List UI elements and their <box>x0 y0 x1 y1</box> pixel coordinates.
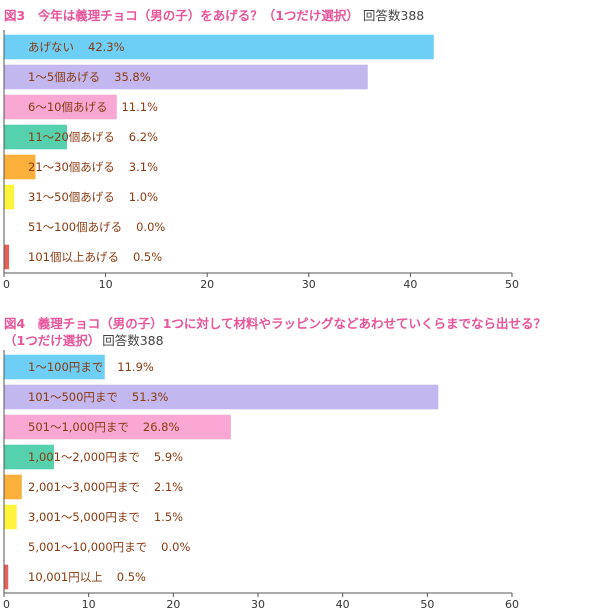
chart1-category-0: あげない <box>28 40 74 54</box>
chart2-bar-0 <box>4 354 105 380</box>
chart1-bar-label-3: 11～20個あげる 6.2% <box>28 130 158 144</box>
chart2-category-1: 101～500円まで <box>28 390 118 404</box>
chart2-value-label-1: 51.3% <box>132 390 169 404</box>
chart2-value-label-4: 2.1% <box>154 480 183 494</box>
chart2-tick-label-5: 50 <box>420 598 434 610</box>
chart1-bar-0 <box>4 34 434 60</box>
chart2-value-label-6: 0.0% <box>161 540 190 554</box>
chart2-bar-label-7: 10,001円以上 0.5% <box>28 570 146 584</box>
chart1-category-5: 31～50個あげる <box>28 190 115 204</box>
chart1-value-label-0: 42.3% <box>88 40 125 54</box>
chart1-category-7: 101個以上あげる <box>28 250 119 264</box>
chart2-tick-label-4: 40 <box>336 598 350 610</box>
chart1-bar-label-5: 31～50個あげる 1.0% <box>28 190 158 204</box>
chart2-value-label-5: 1.5% <box>154 510 183 524</box>
chart1-value-label-3: 6.2% <box>129 130 158 144</box>
chart1-tick-label-1: 10 <box>99 278 113 291</box>
chart2-title-line1: 図4 義理チョコ（男の子）1つに対して材料やラッピングなどあわせていくらまでなら… <box>4 316 546 331</box>
chart2-bar-1 <box>4 384 439 410</box>
chart1-bar-label-1: 1～5個あげる 35.8% <box>28 70 151 84</box>
chart2-bar-label-3: 1,001～2,000円まで 5.9% <box>28 450 183 464</box>
chart1-bar-3 <box>4 124 67 150</box>
chart1-category-1: 1～5個あげる <box>28 70 100 84</box>
chart1-value-label-1: 35.8% <box>114 70 151 84</box>
chart2-bar-label-6: 5,001～10,000円まで 0.0% <box>28 540 190 554</box>
chart2-category-0: 1～100円まで <box>28 360 103 374</box>
chart1-bar-1 <box>4 64 368 90</box>
chart2-bar-3 <box>4 444 54 470</box>
chart1-bar-5 <box>4 184 15 210</box>
chart1-bar-label-4: 21～30個あげる 3.1% <box>28 160 158 174</box>
chart2-plot: 1～100円まで 11.9% 101～500円まで 51.3% 501～1,000円まで… <box>3 350 519 610</box>
chart2-bar-5 <box>4 504 17 530</box>
chart1-bar-label-2: 6～10個あげる 11.1% <box>28 100 158 114</box>
chart2-category-7: 10,001円以上 <box>28 570 103 584</box>
chart2-value-label-7: 0.5% <box>117 570 146 584</box>
chart1-tick-label-2: 20 <box>200 278 214 291</box>
chart2-category-3: 1,001～2,000円まで <box>28 450 140 464</box>
chart1-value-label-2: 11.1% <box>121 100 158 114</box>
chart2-response-count: 回答数388 <box>102 333 163 348</box>
chart1-bar-7 <box>4 244 10 270</box>
chart2-tick-label-3: 30 <box>251 598 265 610</box>
chart2-bar-2 <box>4 414 231 440</box>
chart1-value-label-5: 1.0% <box>129 190 158 204</box>
chart1-plot: あげない 42.3% 1～5個あげる 35.8% 6～10個あげる 11.1% 11～20個… <box>3 30 519 291</box>
chart1-bar-label-6: 51～100個あげる 0.0% <box>28 220 165 234</box>
chart1-category-3: 11～20個あげる <box>28 130 115 144</box>
chart2-value-label-0: 11.9% <box>117 360 154 374</box>
chart2-bar-label-0: 1～100円まで 11.9% <box>28 360 154 374</box>
chart2-tick-label-0: 0 <box>3 598 10 610</box>
chart2-value-label-3: 5.9% <box>154 450 183 464</box>
chart2-bar-label-4: 2,001～3,000円まで 2.1% <box>28 480 183 494</box>
chart2-value-label-2: 26.8% <box>143 420 180 434</box>
chart1-value-label-7: 0.5% <box>133 250 162 264</box>
chart2-bar-label-2: 501～1,000円まで 26.8% <box>28 420 179 434</box>
chart2-category-4: 2,001～3,000円まで <box>28 480 140 494</box>
chart2-tick-label-1: 10 <box>82 598 96 610</box>
chart2-category-2: 501～1,000円まで <box>28 420 129 434</box>
chart2-bar-4 <box>4 474 22 500</box>
chart2-category-6: 5,001～10,000円まで <box>28 540 147 554</box>
chart1-category-2: 6～10個あげる <box>28 100 107 114</box>
chart1-title-text: 図3 今年は義理チョコ（男の子）をあげる？（1つだけ選択） <box>4 8 359 23</box>
chart1-tick-label-5: 50 <box>505 278 519 291</box>
chart1-bar-label-7: 101個以上あげる 0.5% <box>28 250 162 264</box>
chart2-bar-label-5: 3,001～5,000円まで 1.5% <box>28 510 183 524</box>
chart1-value-label-6: 0.0% <box>136 220 165 234</box>
chart1-response-count: 回答数388 <box>363 8 424 23</box>
chart1-tick-label-4: 40 <box>403 278 417 291</box>
chart2-tick-label-2: 20 <box>166 598 180 610</box>
chart1-bar-label-0: あげない 42.3% <box>28 40 125 54</box>
chart1-tick-label-0: 0 <box>3 278 10 291</box>
chart1-value-label-4: 3.1% <box>129 160 158 174</box>
chart1-tick-label-3: 30 <box>302 278 316 291</box>
chart1-category-4: 21～30個あげる <box>28 160 115 174</box>
chart1-title: 図3 今年は義理チョコ（男の子）をあげる？（1つだけ選択） 回答数388 <box>4 8 424 23</box>
chart2-tick-label-6: 60 <box>505 598 519 610</box>
chart2-title-line2: （1つだけ選択） 回答数388 <box>4 333 164 348</box>
chart1-bar-2 <box>4 94 117 120</box>
chart2-category-5: 3,001～5,000円まで <box>28 510 140 524</box>
chart1-bar-4 <box>4 154 36 180</box>
chart2-bar-7 <box>4 564 9 590</box>
chart2-title-line2-text: （1つだけ選択） <box>4 333 100 348</box>
chart2-bar-label-1: 101～500円まで 51.3% <box>28 390 169 404</box>
chart1-category-6: 51～100個あげる <box>28 220 122 234</box>
